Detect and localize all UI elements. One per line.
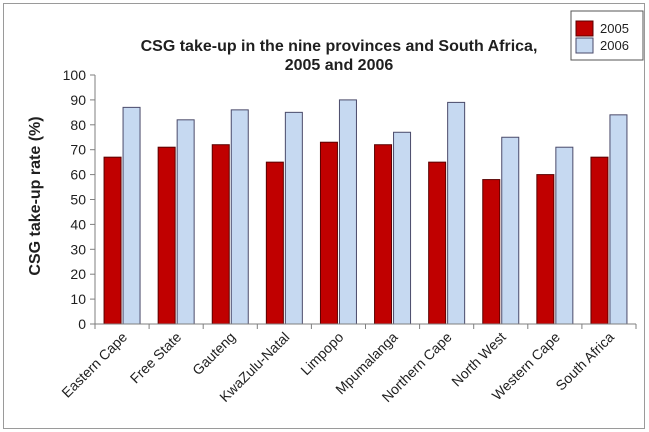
x-category-label: Free State <box>127 329 185 387</box>
bar-2005-north-west <box>483 180 500 324</box>
x-category-label: Eastern Cape <box>58 329 130 401</box>
x-category-label: Limpopo <box>297 329 346 378</box>
bar-2005-western-cape <box>537 175 554 324</box>
y-axis: 0 10 20 30 40 50 60 70 80 90 100 <box>63 67 95 332</box>
bar-2005-eastern-cape <box>104 157 121 324</box>
y-tick-label: 80 <box>70 117 86 133</box>
bar-2006-mpumalanga <box>394 132 411 324</box>
bar-chart: CSG take-up in the nine provinces and So… <box>4 4 646 430</box>
bar-2005-south-africa <box>591 157 608 324</box>
y-tick-label: 10 <box>70 291 86 307</box>
legend-swatch-2005 <box>576 21 593 36</box>
bar-2005-mpumalanga <box>375 145 392 324</box>
y-tick-label: 0 <box>78 316 86 332</box>
y-tick-label: 60 <box>70 167 86 183</box>
y-axis-label: CSG take-up rate (%) <box>27 116 44 275</box>
bar-2005-gauteng <box>212 145 229 324</box>
chart-title: CSG take-up in the nine provinces and So… <box>141 38 538 55</box>
bar-2006-limpopo <box>339 100 356 324</box>
x-category-label: South Africa <box>552 329 617 394</box>
bar-2006-northern-cape <box>448 102 465 324</box>
bar-2005-northern-cape <box>429 162 446 324</box>
bar-2006-south-africa <box>610 115 627 324</box>
y-tick-label: 40 <box>70 216 86 232</box>
legend-swatch-2006 <box>576 38 593 53</box>
y-tick-label: 30 <box>70 241 86 257</box>
bars <box>104 100 627 324</box>
bar-2006-north-west <box>502 137 519 324</box>
bar-2005-kwazulu-natal <box>266 162 283 324</box>
legend-label-2006: 2006 <box>600 38 629 53</box>
x-category-label: Gauteng <box>189 329 238 378</box>
y-tick-label: 50 <box>70 192 86 208</box>
y-tick-label: 100 <box>63 67 87 83</box>
bar-2005-free-state <box>158 147 175 324</box>
bar-2006-kwazulu-natal <box>285 112 302 324</box>
legend: 2005 2006 <box>571 11 643 60</box>
bar-2006-eastern-cape <box>123 107 140 324</box>
y-tick-label: 90 <box>70 92 86 108</box>
bar-2005-limpopo <box>320 142 337 324</box>
y-tick-label: 20 <box>70 266 86 282</box>
y-tick-label: 70 <box>70 142 86 158</box>
bar-2006-gauteng <box>231 110 248 324</box>
bar-2006-free-state <box>177 120 194 324</box>
chart-subtitle: 2005 and 2006 <box>285 57 394 74</box>
legend-label-2005: 2005 <box>600 21 629 36</box>
bar-2006-western-cape <box>556 147 573 324</box>
chart-frame: CSG take-up in the nine provinces and So… <box>3 3 645 429</box>
